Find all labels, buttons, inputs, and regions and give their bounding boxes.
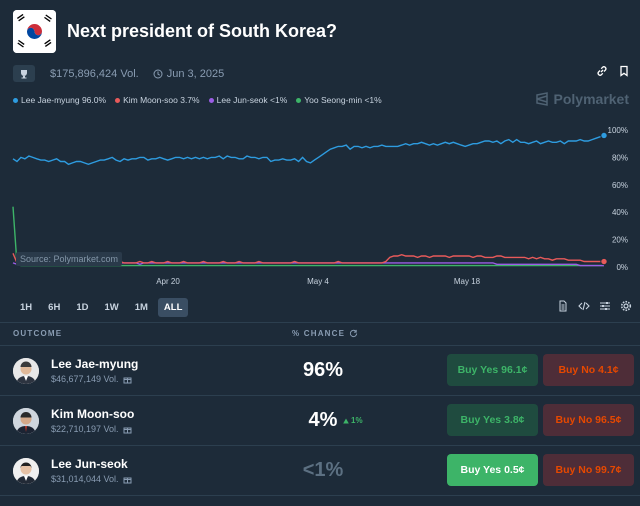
triangle-up-icon xyxy=(343,418,349,423)
gift-icon xyxy=(123,377,132,383)
candidate-name: Kim Moon-soo xyxy=(51,407,135,421)
legend-dot xyxy=(13,97,18,103)
legend-item: Lee Jun-seok <1% xyxy=(208,95,288,105)
candidate-volume-text: $22,710,197 Vol. xyxy=(51,424,119,434)
candidate-volume-text: $46,677,149 Vol. xyxy=(51,374,119,384)
candidate-volume: $46,677,149 Vol. xyxy=(51,374,132,384)
clock-icon xyxy=(153,69,163,78)
outcome-row[interactable]: Lee Jun-seok $31,014,044 Vol. <1% Buy Ye… xyxy=(0,446,640,496)
buy-yes-button[interactable]: Buy Yes 96.1¢ xyxy=(447,354,538,386)
bookmark-icon[interactable] xyxy=(618,65,630,77)
x-tick-label: Apr 20 xyxy=(156,277,180,286)
polymarket-logo-icon xyxy=(535,92,548,106)
end-date: Jun 3, 2025 xyxy=(153,67,225,80)
legend-label: Lee Jae-myung 96.0% xyxy=(21,95,107,105)
col-outcome-header: OUTCOME xyxy=(13,329,63,338)
outcome-row[interactable]: Lee Jae-myung $46,677,149 Vol. 96% Buy Y… xyxy=(0,346,640,396)
legend-dot xyxy=(208,97,214,103)
polymarket-logo: Polymarket xyxy=(535,91,629,107)
trophy-icon[interactable] xyxy=(13,65,35,82)
range-1m[interactable]: 1M xyxy=(134,302,148,313)
x-tick-label: May 4 xyxy=(307,277,329,286)
divider xyxy=(0,345,640,346)
legend-item: Lee Jae-myung 96.0% xyxy=(13,95,106,105)
candidate-name: Lee Jae-myung xyxy=(51,357,139,371)
series-endpoint xyxy=(600,131,608,140)
brand-name: Polymarket xyxy=(553,91,629,107)
document-icon[interactable] xyxy=(557,300,569,312)
legend-label: Kim Moon-soo 3.7% xyxy=(123,95,200,105)
y-tick-label: 60% xyxy=(612,181,628,190)
link-icon[interactable] xyxy=(596,65,608,77)
candidate-volume: $31,014,044 Vol. xyxy=(51,474,132,484)
candidate-volume-text: $31,014,044 Vol. xyxy=(51,474,119,484)
candidate-name: Lee Jun-seok xyxy=(51,457,128,471)
y-tick-label: 0% xyxy=(616,263,628,272)
range-1w[interactable]: 1W xyxy=(104,302,119,313)
divider xyxy=(0,395,640,396)
series-line xyxy=(12,134,605,166)
settings-gear-icon[interactable] xyxy=(620,300,632,312)
range-all[interactable]: ALL xyxy=(157,298,189,317)
y-tick-label: 80% xyxy=(612,153,628,162)
y-tick-label: 20% xyxy=(612,236,628,245)
col-chance-header: % CHANCE xyxy=(292,329,358,338)
candidate-avatar xyxy=(13,358,39,384)
total-volume: $175,896,424 Vol. xyxy=(50,67,139,80)
buy-no-button[interactable]: Buy No 96.5¢ xyxy=(543,404,634,436)
embed-code-icon[interactable] xyxy=(578,300,590,312)
market-meta: $175,896,424 Vol. Jun 3, 2025 xyxy=(13,65,224,82)
candidate-avatar xyxy=(13,408,39,434)
chance-change: 1% xyxy=(343,416,363,425)
time-range-selector: 1H 6H 1D 1W 1M ALL xyxy=(14,298,189,317)
candidate-chance: 96% xyxy=(302,359,344,381)
range-1h[interactable]: 1H xyxy=(20,302,33,313)
candidate-avatar xyxy=(13,458,39,484)
south-korea-flag-icon xyxy=(13,10,56,53)
candidate-volume: $22,710,197 Vol. xyxy=(51,424,132,434)
buy-yes-button[interactable]: Buy Yes 0.5¢ xyxy=(447,454,538,486)
buy-no-button[interactable]: Buy No 4.1¢ xyxy=(543,354,634,386)
legend-item: Kim Moon-soo 3.7% xyxy=(115,95,200,105)
legend-dot xyxy=(296,97,302,103)
col-chance-label: % CHANCE xyxy=(292,329,346,338)
x-tick-label: May 18 xyxy=(454,277,481,286)
chart-legend: Lee Jae-myung 96.0% Kim Moon-soo 3.7% Le… xyxy=(13,95,382,105)
y-tick-label: 40% xyxy=(612,208,628,217)
candidate-chance: 4% xyxy=(308,409,338,431)
legend-dot xyxy=(115,97,121,103)
share-actions xyxy=(596,65,630,77)
market-header xyxy=(13,10,56,53)
buy-no-button[interactable]: Buy No 99.7¢ xyxy=(543,454,634,486)
gift-icon xyxy=(123,427,132,433)
chance-change-text: 1% xyxy=(351,416,363,425)
gift-icon xyxy=(123,477,132,483)
market-title: Next president of South Korea? xyxy=(67,21,338,41)
series-endpoint xyxy=(600,257,608,266)
legend-label: Yoo Seong-min <1% xyxy=(304,95,382,105)
candidate-chance: <1% xyxy=(302,459,344,481)
divider xyxy=(0,322,640,323)
chart-source: Source: Polymarket.com xyxy=(16,252,123,266)
divider xyxy=(0,495,640,496)
range-1d[interactable]: 1D xyxy=(76,302,89,313)
divider xyxy=(0,445,640,446)
legend-label: Lee Jun-seok <1% xyxy=(216,95,288,105)
range-6h[interactable]: 6H xyxy=(48,302,61,313)
y-tick-label: 100% xyxy=(608,126,628,135)
legend-item: Yoo Seong-min <1% xyxy=(296,95,382,105)
sliders-icon[interactable] xyxy=(599,300,611,312)
end-date-text: Jun 3, 2025 xyxy=(166,67,225,80)
refresh-icon[interactable] xyxy=(349,329,358,338)
buy-yes-button[interactable]: Buy Yes 3.8¢ xyxy=(447,404,538,436)
chart-tools xyxy=(557,300,632,312)
outcome-row[interactable]: Kim Moon-soo $22,710,197 Vol. 4% 1% Buy … xyxy=(0,396,640,446)
